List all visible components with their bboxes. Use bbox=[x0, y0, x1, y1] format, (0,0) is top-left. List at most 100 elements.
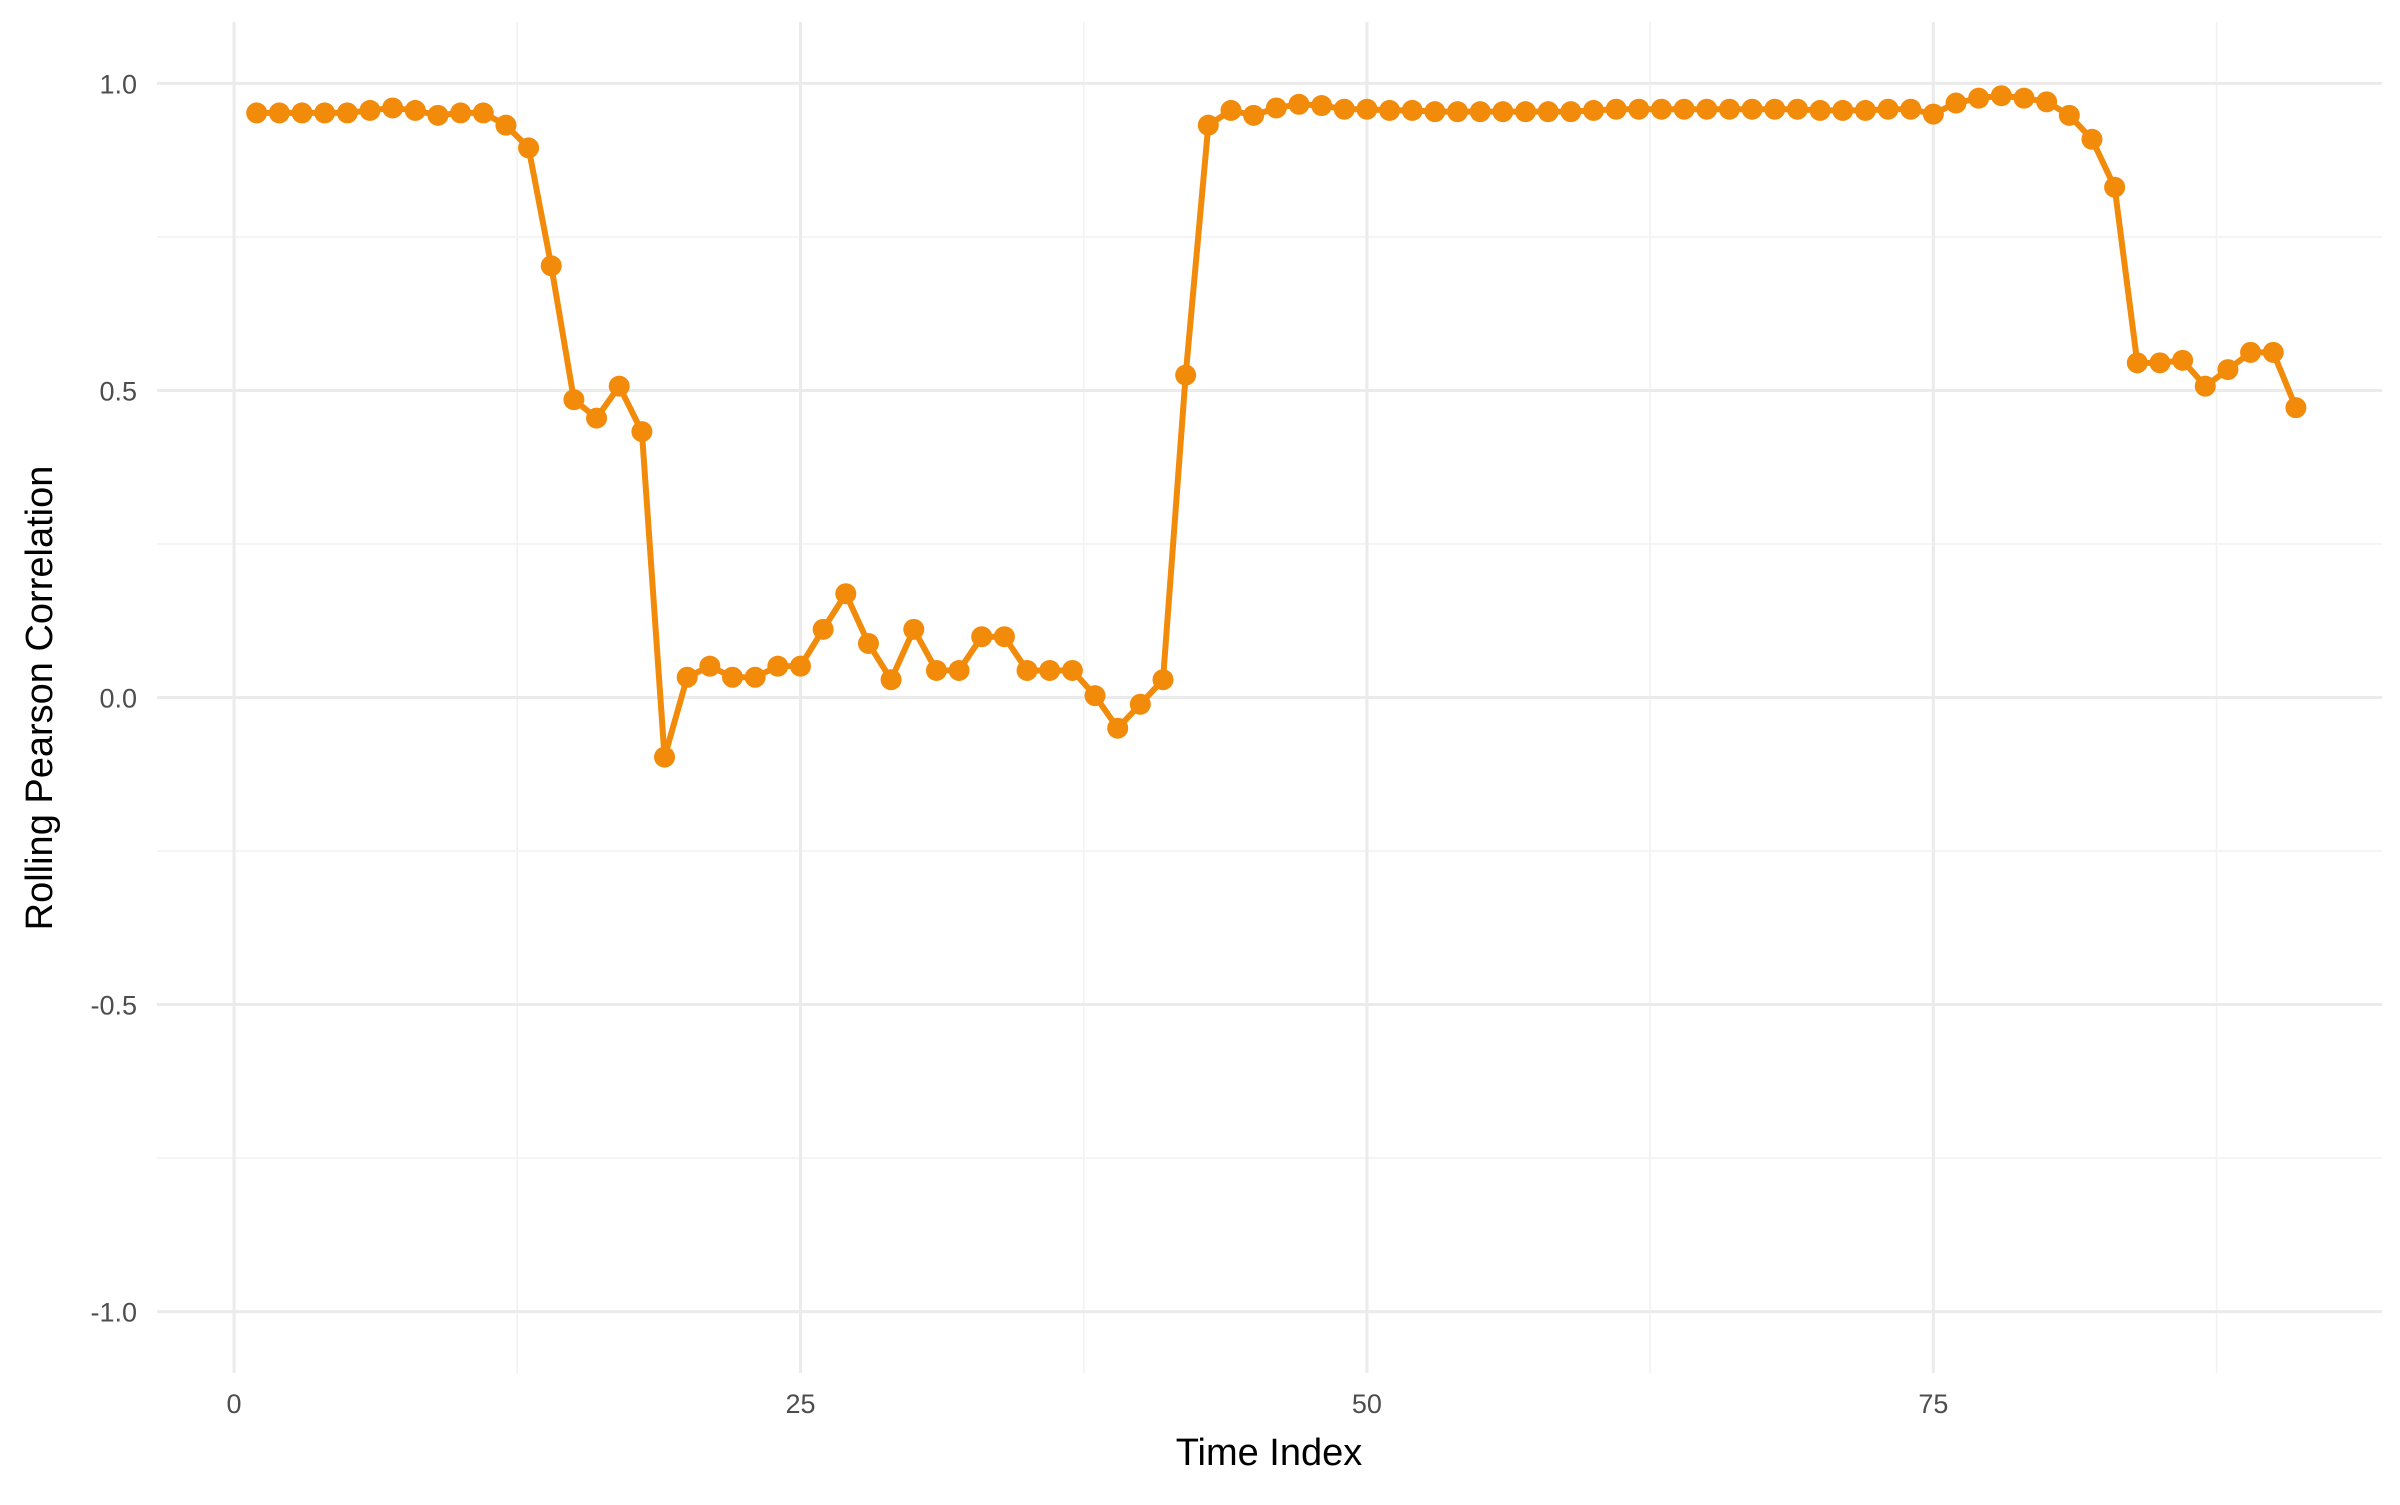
data-point bbox=[993, 626, 1015, 648]
y-tick-label: -1.0 bbox=[90, 1298, 137, 1328]
data-point bbox=[1401, 99, 1423, 121]
data-point bbox=[1220, 99, 1242, 121]
data-point bbox=[1764, 98, 1786, 120]
data-point bbox=[1583, 99, 1605, 121]
x-tick-label: 0 bbox=[227, 1389, 242, 1419]
data-point bbox=[382, 97, 404, 119]
data-point bbox=[676, 666, 698, 688]
data-point bbox=[1356, 98, 1378, 120]
series-points bbox=[246, 85, 2307, 768]
data-point bbox=[518, 137, 540, 159]
data-point bbox=[1265, 97, 1287, 119]
data-point bbox=[2081, 128, 2103, 150]
data-point bbox=[563, 389, 585, 411]
data-point bbox=[2240, 341, 2262, 363]
data-point bbox=[1696, 98, 1718, 120]
data-point bbox=[1900, 98, 1922, 120]
data-point bbox=[336, 102, 358, 124]
x-axis-tick-labels: 0 25 50 75 bbox=[227, 1389, 1949, 1419]
data-point bbox=[540, 255, 562, 277]
y-axis-title: Rolling Pearson Correlation bbox=[19, 466, 61, 931]
data-point bbox=[1379, 99, 1401, 121]
x-axis-title: Time Index bbox=[1176, 1432, 1363, 1474]
data-point bbox=[1968, 87, 1990, 109]
data-point bbox=[2194, 375, 2216, 397]
data-point bbox=[1039, 659, 1061, 681]
data-point bbox=[925, 659, 947, 681]
data-point bbox=[1447, 101, 1469, 123]
data-point bbox=[1492, 101, 1514, 123]
data-point bbox=[1175, 364, 1197, 386]
data-point bbox=[2217, 359, 2239, 381]
data-point bbox=[359, 99, 381, 121]
data-point bbox=[1786, 98, 1808, 120]
y-tick-label: 0.5 bbox=[99, 376, 137, 406]
data-point bbox=[2149, 352, 2171, 374]
data-point bbox=[404, 99, 426, 121]
data-point bbox=[1628, 98, 1650, 120]
data-point bbox=[2126, 352, 2148, 374]
data-point bbox=[1741, 98, 1763, 120]
series-lines bbox=[253, 92, 2299, 761]
x-tick-label: 25 bbox=[785, 1389, 815, 1419]
data-point bbox=[1605, 98, 1627, 120]
data-point bbox=[1922, 103, 1944, 125]
data-point bbox=[744, 666, 766, 688]
data-point bbox=[2036, 91, 2058, 113]
data-point bbox=[971, 626, 993, 648]
data-point bbox=[1084, 685, 1106, 707]
data-point bbox=[1854, 99, 1876, 121]
data-point bbox=[314, 102, 336, 124]
data-point bbox=[472, 102, 494, 124]
data-point bbox=[1016, 659, 1038, 681]
data-point bbox=[2172, 349, 2194, 371]
data-point bbox=[903, 618, 925, 640]
data-point bbox=[246, 102, 268, 124]
data-point bbox=[835, 583, 857, 605]
data-point bbox=[450, 102, 472, 124]
data-point bbox=[857, 632, 879, 654]
data-point bbox=[1152, 669, 1174, 691]
y-tick-label: -0.5 bbox=[90, 991, 137, 1021]
data-point bbox=[631, 421, 653, 443]
data-point bbox=[1809, 99, 1831, 121]
data-point bbox=[2058, 104, 2080, 126]
data-point bbox=[427, 104, 449, 126]
minor-gridlines bbox=[157, 22, 2382, 1373]
data-point bbox=[1673, 98, 1695, 120]
data-point bbox=[1243, 104, 1265, 126]
data-point bbox=[291, 102, 313, 124]
data-point bbox=[1311, 95, 1333, 117]
data-point bbox=[699, 655, 721, 677]
data-point bbox=[1107, 717, 1129, 739]
data-point bbox=[1945, 92, 1967, 114]
data-point bbox=[268, 102, 290, 124]
data-point bbox=[880, 669, 902, 691]
major-gridlines bbox=[157, 22, 2382, 1373]
data-point bbox=[608, 375, 630, 397]
data-point bbox=[1288, 93, 1310, 115]
data-point bbox=[1560, 101, 1582, 123]
data-point bbox=[1832, 99, 1854, 121]
data-point bbox=[1197, 114, 1219, 136]
data-point bbox=[495, 114, 517, 136]
data-point bbox=[1990, 85, 2012, 107]
y-tick-label: 0.0 bbox=[99, 684, 137, 714]
x-tick-label: 75 bbox=[1918, 1389, 1948, 1419]
data-point bbox=[1718, 98, 1740, 120]
data-point bbox=[1424, 101, 1446, 123]
data-point bbox=[1469, 101, 1491, 123]
data-point bbox=[1877, 98, 1899, 120]
data-point bbox=[1515, 101, 1537, 123]
data-point bbox=[789, 655, 811, 677]
data-point bbox=[654, 746, 676, 768]
y-axis-tick-labels: -1.0 -0.5 0.0 0.5 1.0 bbox=[90, 69, 137, 1327]
data-point bbox=[722, 666, 744, 688]
data-point bbox=[2262, 341, 2284, 363]
data-point bbox=[1650, 98, 1672, 120]
data-point bbox=[1537, 101, 1559, 123]
data-point bbox=[1061, 659, 1083, 681]
data-point bbox=[2013, 87, 2035, 109]
